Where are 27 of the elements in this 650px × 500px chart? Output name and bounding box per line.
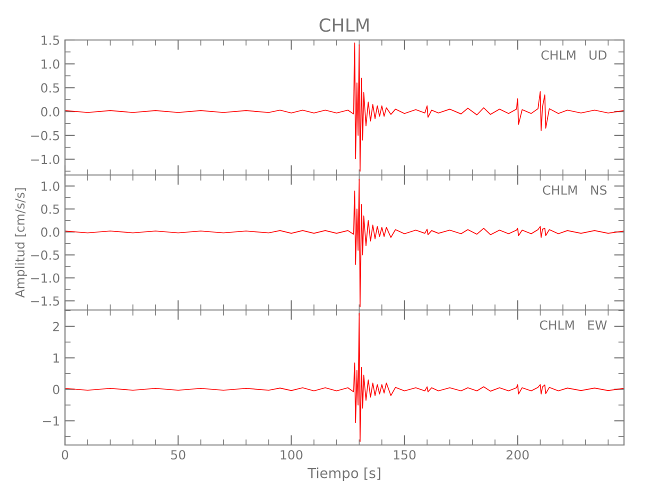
annotation: CHLM NS bbox=[542, 185, 607, 195]
y-tick-label: −1 bbox=[43, 416, 59, 426]
x-axis-title: Tiempo [s] bbox=[308, 468, 380, 481]
y-tick-label: −0.5 bbox=[31, 250, 60, 260]
x-tick-label: 100 bbox=[280, 450, 302, 460]
y-axis-title: Amplitud [cm/s/s] bbox=[14, 188, 28, 298]
y-tick-label: 2 bbox=[53, 322, 59, 332]
y-tick-label: 0.5 bbox=[41, 83, 60, 93]
y-tick-label: −1.5 bbox=[31, 296, 60, 306]
y-tick-label: 1 bbox=[54, 353, 59, 363]
y-tick-label: 0.5 bbox=[41, 204, 60, 214]
x-tick-label: 200 bbox=[506, 450, 529, 460]
y-tick-label: −1.0 bbox=[31, 154, 60, 164]
x-tick-label: 150 bbox=[394, 450, 416, 460]
y-tick-label: 0 bbox=[53, 384, 60, 394]
chart-title: CHLM bbox=[320, 18, 369, 32]
y-tick-label: 0.0 bbox=[41, 107, 60, 116]
y-tick-label: 1.0 bbox=[42, 59, 60, 69]
annotation: CHLM EW bbox=[540, 320, 607, 330]
y-tick-label: −1.0 bbox=[31, 273, 60, 283]
annotation: CHLM UD bbox=[541, 50, 606, 60]
y-tick-label: 1.0 bbox=[42, 181, 60, 191]
y-tick-label: 1.5 bbox=[42, 36, 60, 45]
x-tick-label: 50 bbox=[171, 450, 186, 460]
x-tick-label: 0 bbox=[62, 450, 68, 460]
y-tick-label: −0.5 bbox=[31, 130, 60, 140]
y-tick-label: 0.0 bbox=[41, 227, 60, 237]
